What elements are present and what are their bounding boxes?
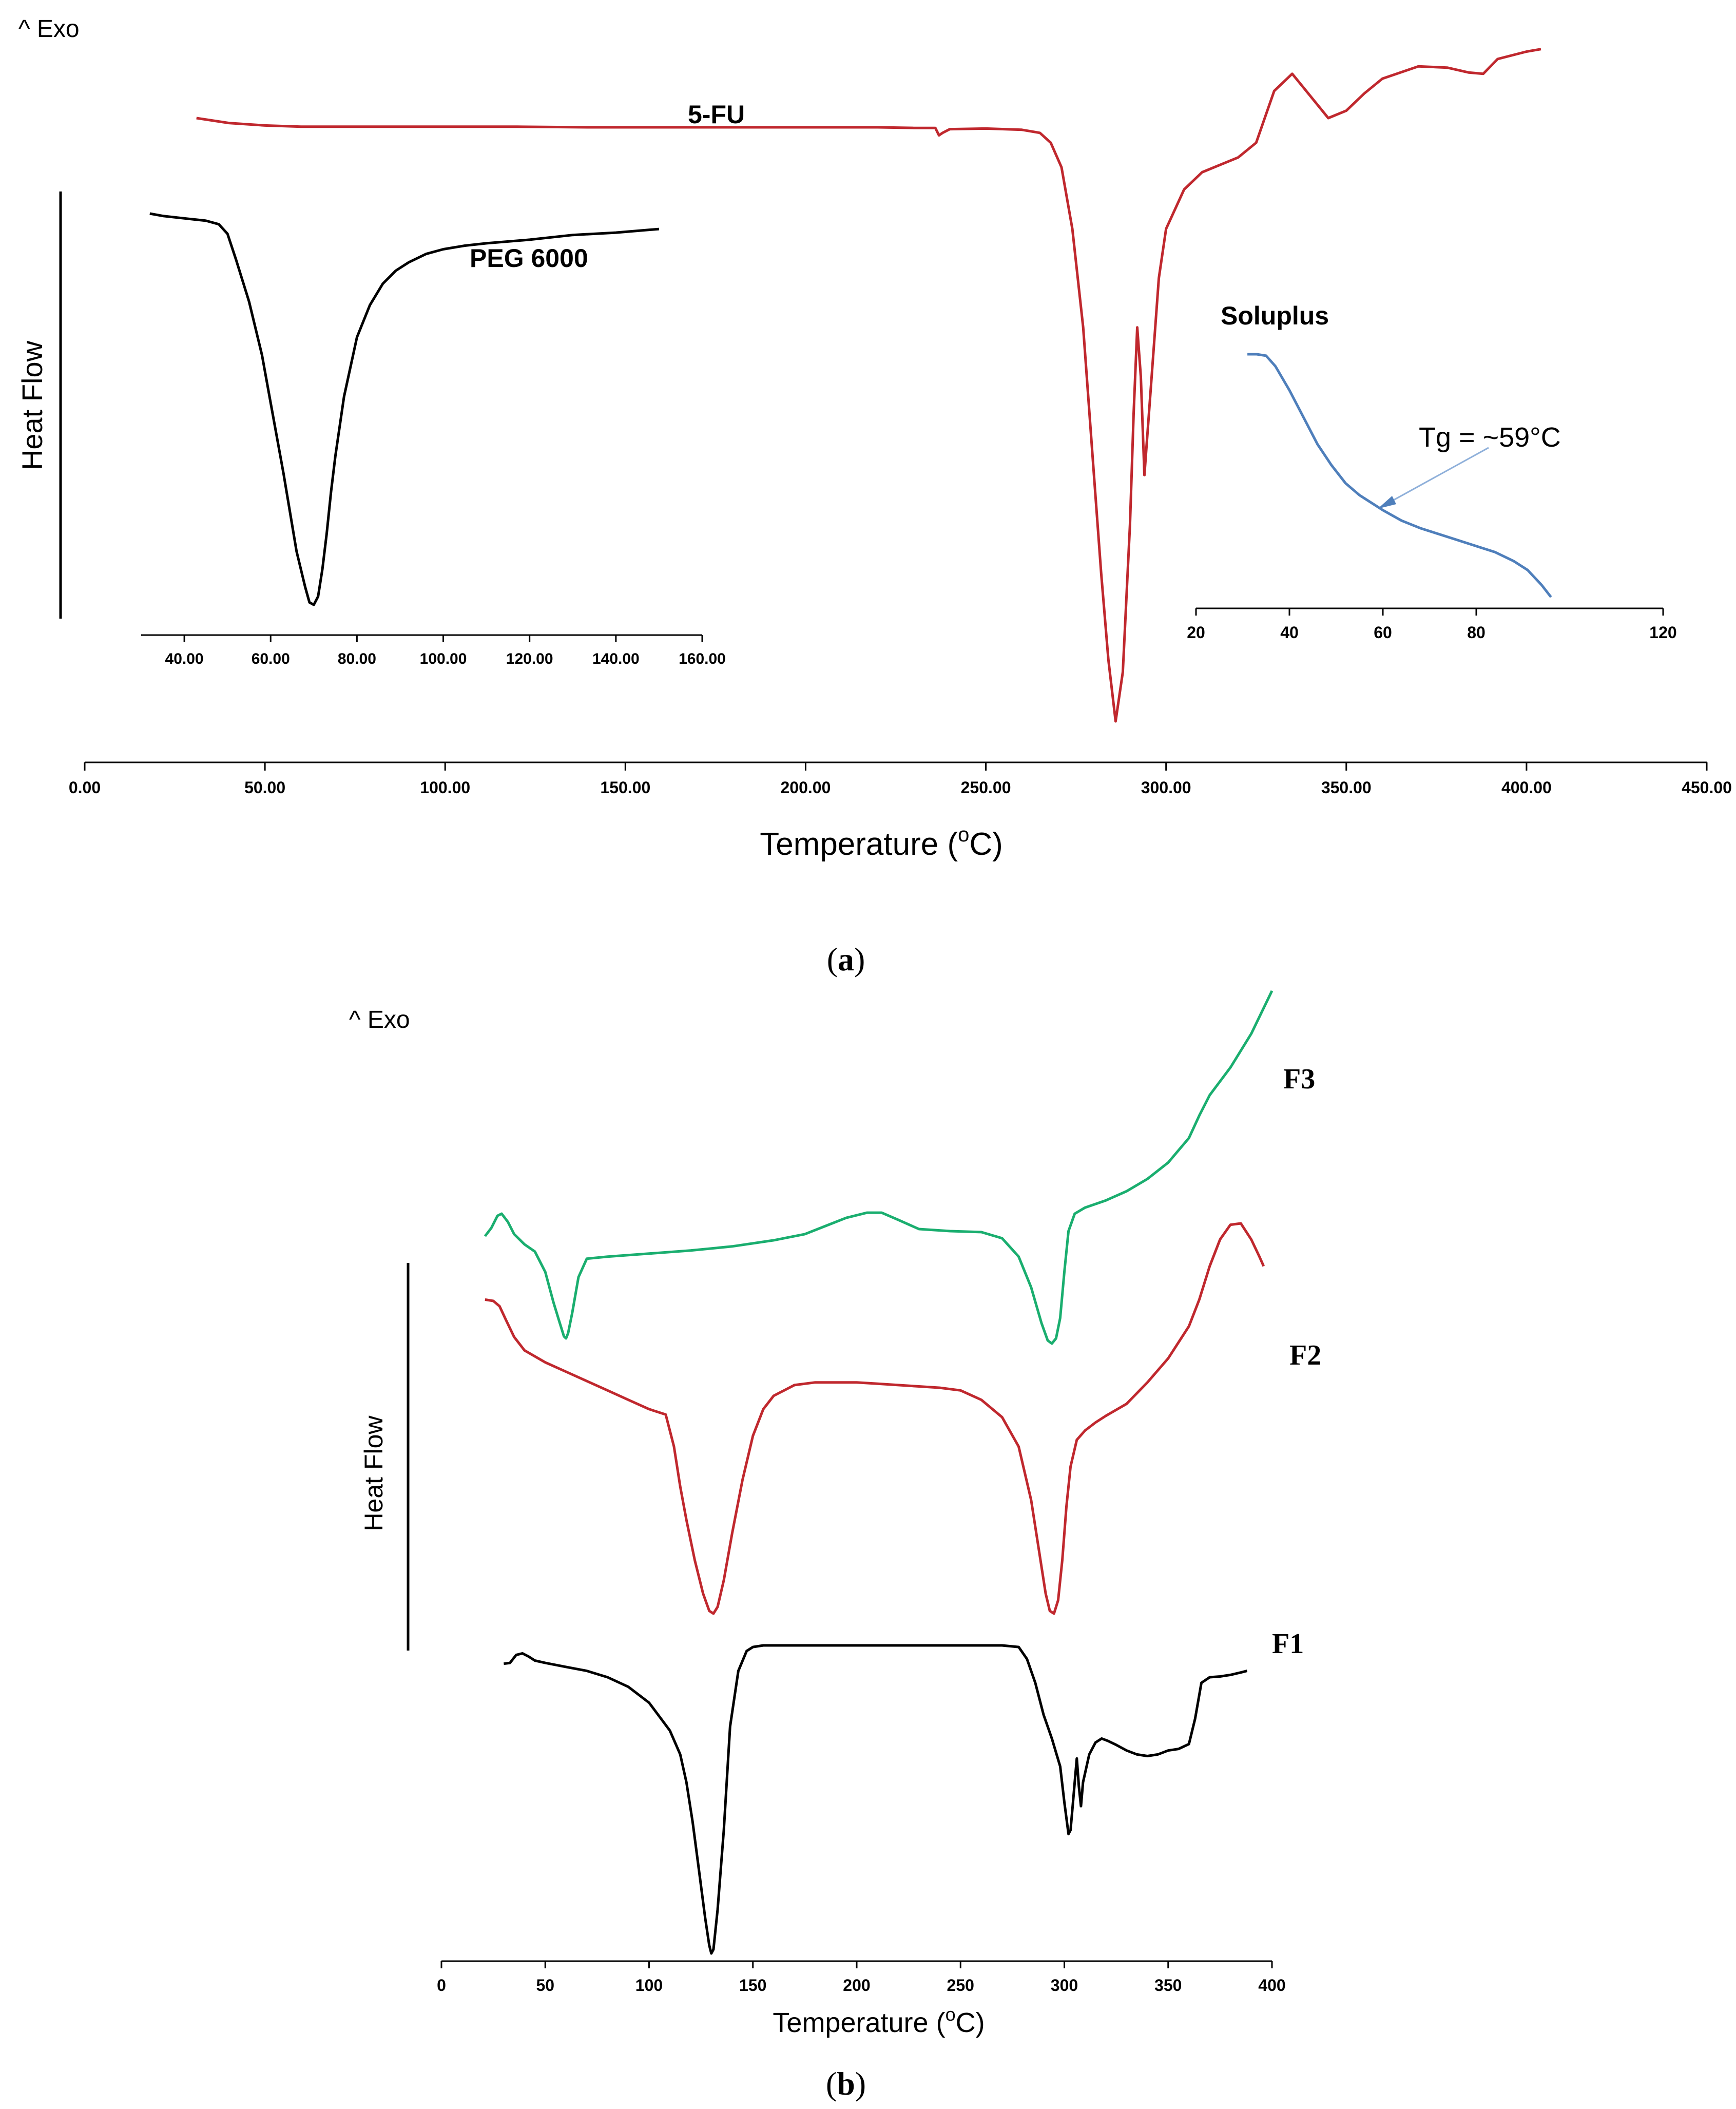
main-x-tick-label: 300.00 [1141, 778, 1191, 797]
peg-x-tick-label: 60.00 [252, 650, 290, 667]
main-x-tick-label: 100.00 [420, 778, 470, 797]
exo-label-b: ^ Exo [349, 1006, 410, 1033]
peg-x-ticks: 40.00 60.00 80.00 100.00 120.00 140.00 160.00 [165, 635, 726, 667]
heat-flow-label-a: Heat Flow [16, 340, 48, 470]
series-5fu-label: 5-FU [688, 100, 745, 129]
series-f1-label: F1 [1272, 1628, 1304, 1660]
b-x-tick-label: 100 [635, 1976, 663, 1995]
soluplus-x-tick-label: 40 [1280, 623, 1299, 642]
series-soluplus-line [1247, 353, 1552, 598]
tg-arrow-head [1378, 496, 1396, 509]
peg-x-tick-label: 120.00 [506, 650, 553, 667]
soluplus-x-tick-label: 120 [1649, 623, 1676, 642]
b-x-tick-label: 250 [947, 1976, 974, 1995]
main-x-tick-label: 200.00 [781, 778, 831, 797]
soluplus-x-tick-label: 80 [1467, 623, 1486, 642]
main-x-ticks: 0.00 50.00 100.00 150.00 200.00 250.00 300.00 3… [69, 762, 1732, 797]
series-f1-line [504, 1644, 1248, 1955]
peg-x-tick-label: 140.00 [592, 650, 640, 667]
exo-label-a: ^ Exo [18, 15, 80, 43]
b-x-tick-label: 350 [1154, 1976, 1182, 1995]
series-f3-label: F3 [1283, 1063, 1315, 1095]
main-x-axis-label: Temperature (oC) [760, 823, 1003, 862]
caption-a: (a) [827, 941, 865, 977]
peg-x-tick-label: 100.00 [420, 650, 467, 667]
main-x-tick-label: 400.00 [1501, 778, 1552, 797]
b-x-tick-label: 200 [843, 1976, 870, 1995]
peg-x-tick-label: 80.00 [338, 650, 376, 667]
series-5fu-line [196, 48, 1541, 723]
peg-x-tick-label: 40.00 [165, 650, 204, 667]
peg-x-tick-label: 160.00 [679, 650, 726, 667]
series-f2-line [485, 1222, 1265, 1615]
soluplus-x-tick-label: 20 [1187, 623, 1205, 642]
main-x-tick-label: 350.00 [1321, 778, 1372, 797]
b-x-axis-label: Temperature (oC) [773, 2004, 985, 2038]
b-x-ticks: 0 50 100 150 200 250 300 350 400 [437, 1961, 1286, 1995]
b-x-tick-label: 0 [437, 1976, 446, 1995]
tg-annotation: Tg = ~59°C [1419, 422, 1561, 453]
panel-b: ^ Exo Heat Flow 0 50 100 150 200 250 300 350 400… [349, 990, 1321, 2102]
b-x-tick-label: 300 [1051, 1976, 1078, 1995]
b-x-tick-label: 150 [739, 1976, 766, 1995]
series-f3-line [484, 990, 1274, 1345]
b-x-tick-label: 50 [536, 1976, 554, 1995]
soluplus-x-tick-label: 60 [1374, 623, 1392, 642]
series-peg6000-line [149, 212, 660, 606]
series-f2-label: F2 [1289, 1339, 1321, 1371]
series-soluplus-label: Soluplus [1221, 301, 1329, 330]
main-x-tick-label: 50.00 [244, 778, 285, 797]
main-x-tick-label: 450.00 [1682, 778, 1732, 797]
panel-a: ^ Exo Heat Flow 0.00 50.00 100.00 150.00 200… [16, 15, 1732, 977]
tg-annotation-arrow [1383, 447, 1489, 507]
heat-flow-label-b: Heat Flow [359, 1415, 388, 1531]
main-x-tick-label: 150.00 [600, 778, 650, 797]
soluplus-x-ticks: 20 40 60 80 120 [1187, 608, 1677, 642]
main-x-tick-label: 0.00 [69, 778, 101, 797]
series-peg6000-label: PEG 6000 [470, 244, 588, 273]
main-x-tick-label: 250.00 [961, 778, 1011, 797]
b-x-tick-label: 400 [1258, 1976, 1285, 1995]
caption-b: (b) [826, 2065, 866, 2102]
